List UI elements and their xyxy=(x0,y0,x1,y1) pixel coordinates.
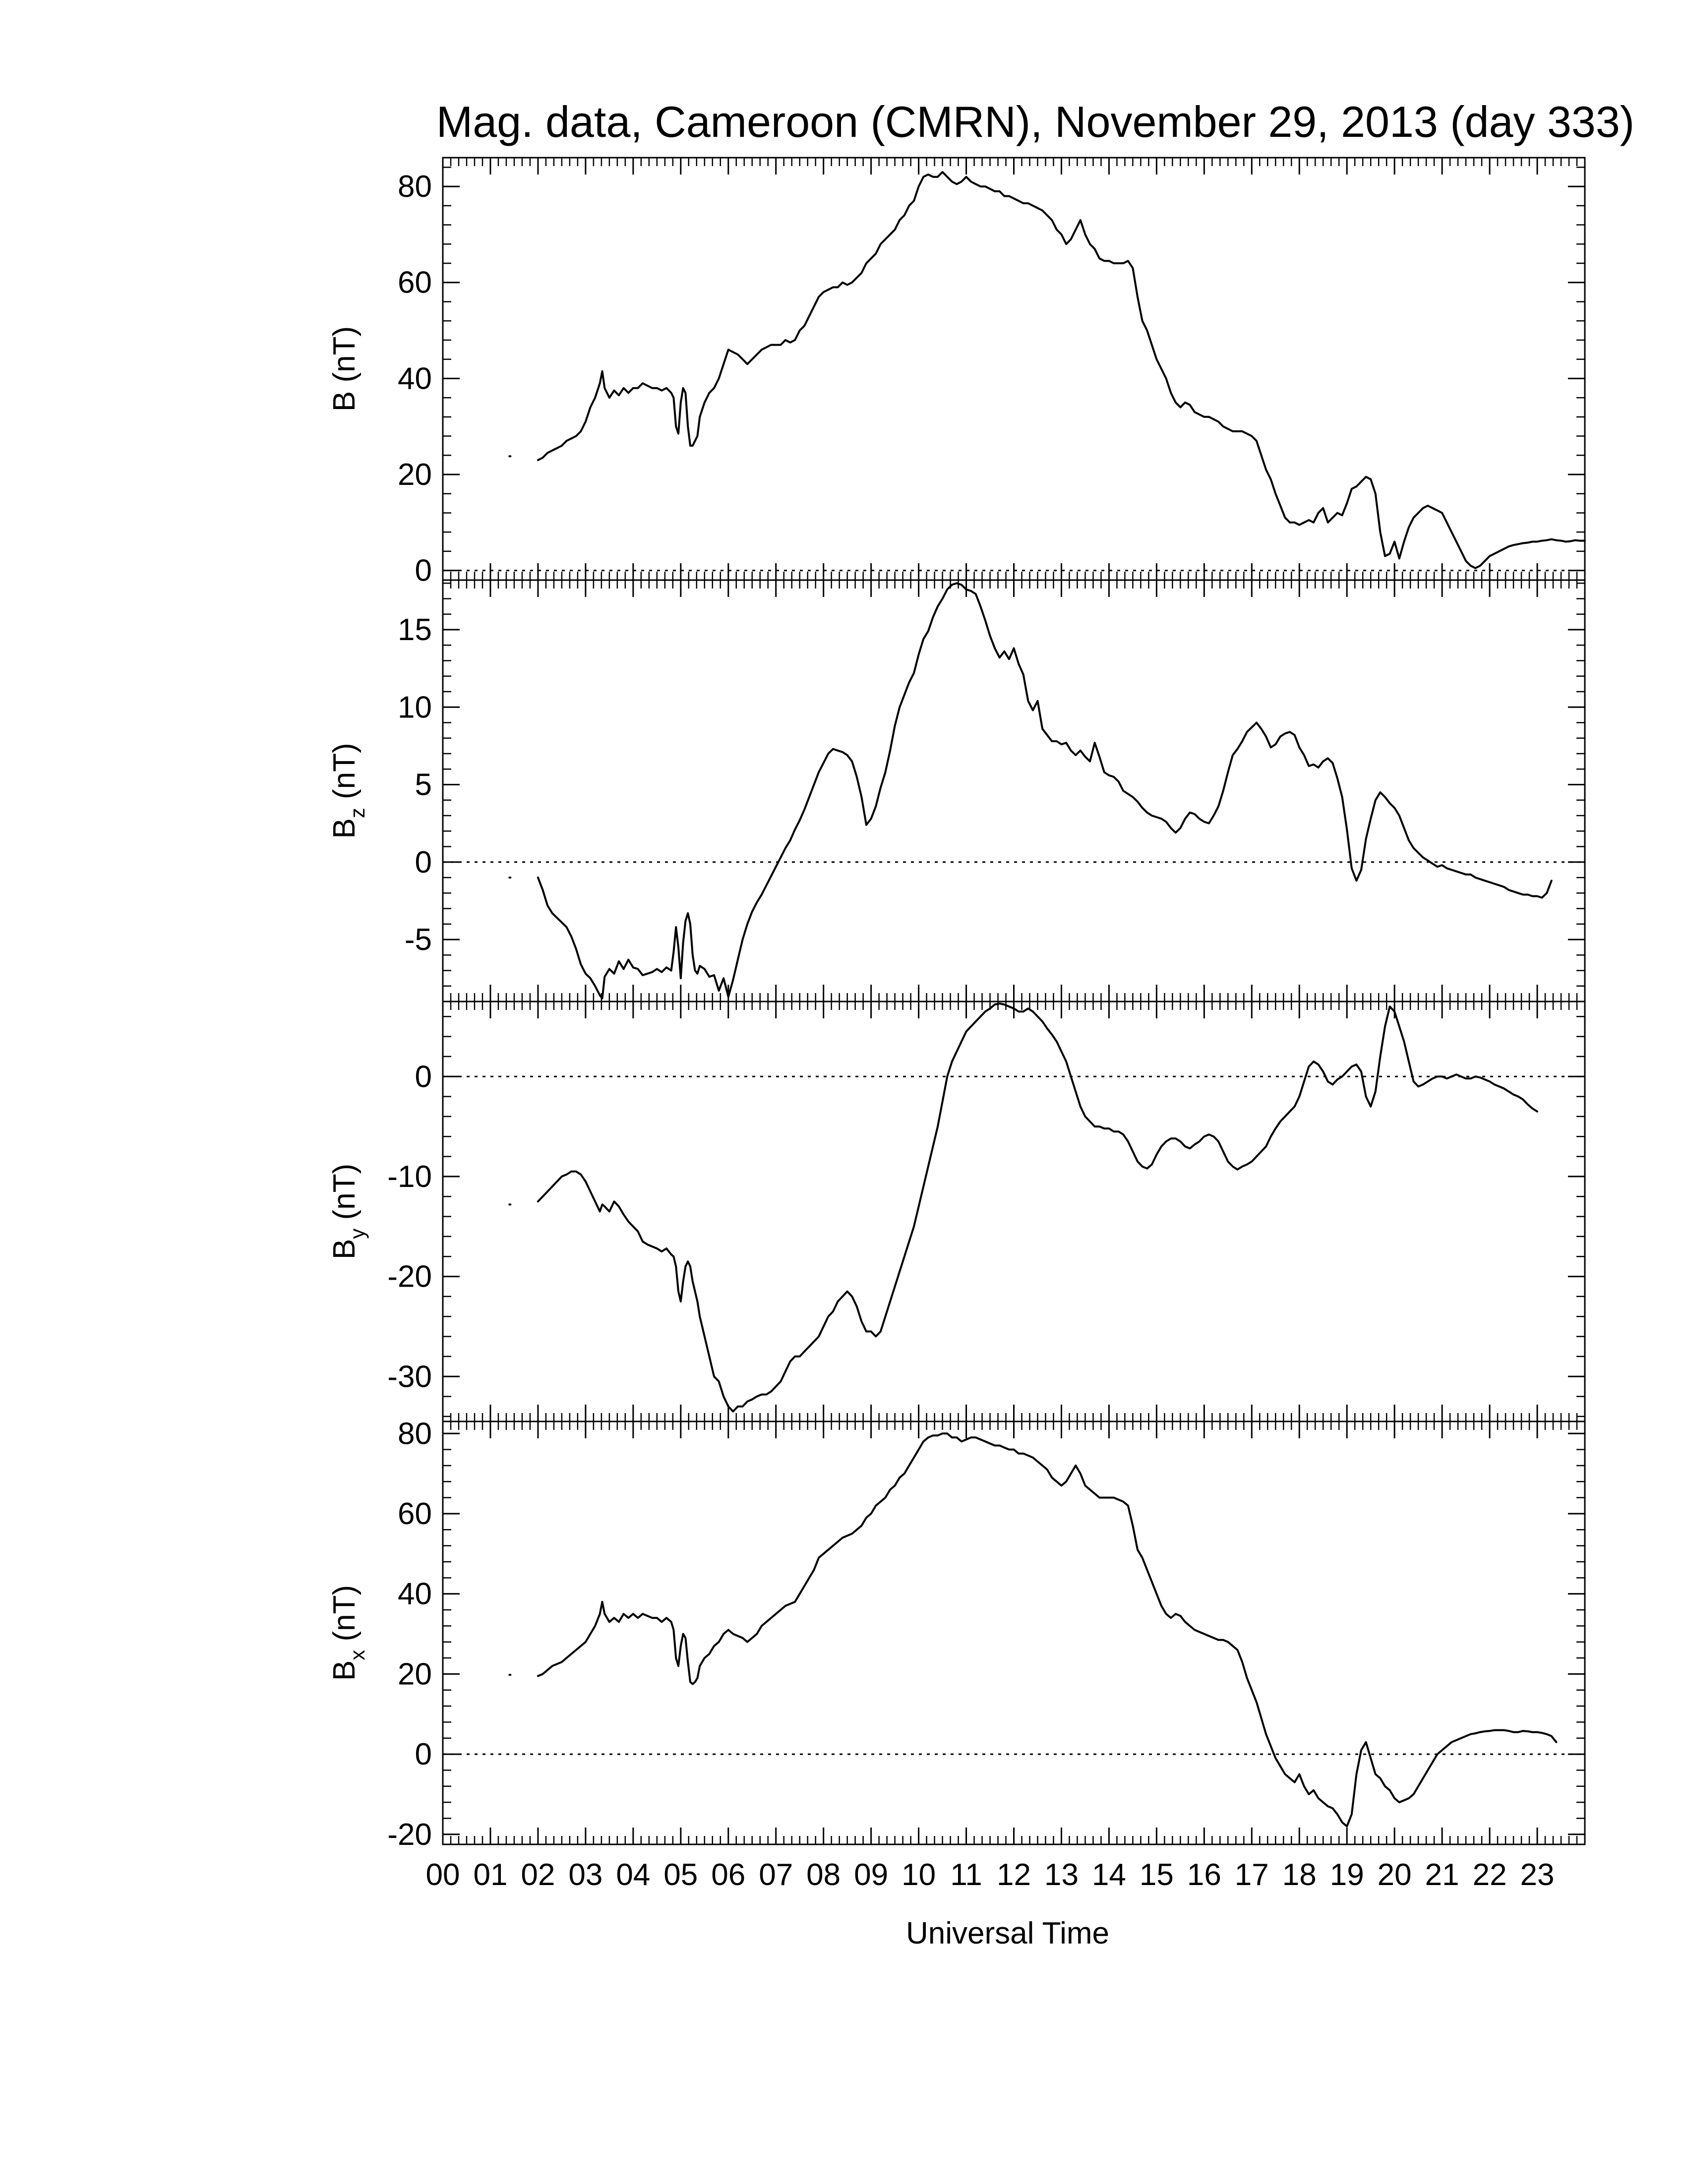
x-tick-label: 02 xyxy=(521,1858,555,1892)
x-tick-label: 07 xyxy=(759,1858,793,1892)
x-tick-label: 14 xyxy=(1092,1858,1126,1892)
x-tick-label: 06 xyxy=(711,1858,745,1892)
y-tick-label: 40 xyxy=(398,361,432,396)
y-axis-title: Bx (nT) xyxy=(327,1585,369,1681)
y-axis-title: By (nT) xyxy=(327,1164,369,1259)
panel-bz: -5 0 5 10 15 Bz (nT) xyxy=(327,579,1586,1003)
y-tick-label: -20 xyxy=(387,1818,432,1852)
y-tick-label: 0 xyxy=(415,1737,432,1771)
x-tick-label: 04 xyxy=(616,1858,650,1892)
y-tick-label: 40 xyxy=(398,1577,432,1611)
panel-frame xyxy=(442,1001,1586,1422)
panel-bx: -20 0 20 40 60 80 Bx (nT) xyxy=(327,1417,1586,1852)
x-tick-label: 23 xyxy=(1520,1858,1555,1892)
x-tick-label: 13 xyxy=(1044,1858,1079,1892)
x-tick-label: 11 xyxy=(950,1858,982,1892)
series-line-b-1 xyxy=(537,171,1586,569)
panel-b: 0 20 40 60 80 B (nT) xyxy=(327,157,1586,588)
chart-title: Mag. data, Cameroon (CMRN), November 29,… xyxy=(436,97,1634,146)
y-tick-label: 80 xyxy=(398,1417,432,1451)
panel-frame xyxy=(442,579,1586,1003)
y-tick-label: -10 xyxy=(387,1160,432,1194)
y-tick-label: 20 xyxy=(398,458,432,492)
x-tick-label: 05 xyxy=(663,1858,698,1892)
y-axis-title: B (nT) xyxy=(327,326,361,412)
x-tick-label: 15 xyxy=(1140,1858,1174,1892)
x-axis-title: Universal Time xyxy=(906,1916,1109,1950)
x-tick-label: 22 xyxy=(1473,1858,1507,1892)
y-tick-label: -20 xyxy=(387,1260,432,1294)
x-tick-label: 17 xyxy=(1235,1858,1269,1892)
x-tick-label: 01 xyxy=(473,1858,507,1892)
x-tick-label: 12 xyxy=(997,1858,1031,1892)
y-tick-label: 60 xyxy=(398,266,432,300)
series-line-bx-1 xyxy=(537,1432,1558,1828)
panel-by: -30 -20 -10 0 By (nT) xyxy=(327,1001,1586,1422)
x-tick-label: 20 xyxy=(1378,1858,1412,1892)
y-tick-label: -5 xyxy=(405,923,432,957)
x-tick-label: 03 xyxy=(568,1858,602,1892)
x-tick-label: 16 xyxy=(1187,1858,1221,1892)
x-tick-label: 09 xyxy=(854,1858,888,1892)
y-tick-label: 5 xyxy=(415,768,432,802)
panel-frame xyxy=(442,1420,1586,1845)
y-tick-label: 0 xyxy=(415,845,432,880)
y-tick-label: 0 xyxy=(415,554,432,588)
y-tick-label: 60 xyxy=(398,1497,432,1531)
x-tick-label: 00 xyxy=(426,1858,460,1892)
y-tick-label: 80 xyxy=(398,170,432,204)
y-tick-label: 15 xyxy=(398,613,432,647)
x-tick-label: 19 xyxy=(1330,1858,1364,1892)
y-tick-label: 0 xyxy=(415,1060,432,1094)
y-tick-label: -30 xyxy=(387,1359,432,1394)
x-tick-label: 18 xyxy=(1282,1858,1317,1892)
series-line-by-1 xyxy=(537,1003,1538,1413)
x-tick-label: 10 xyxy=(902,1858,936,1892)
x-tick-label: 08 xyxy=(806,1858,841,1892)
x-tick-label: 21 xyxy=(1425,1858,1459,1892)
y-tick-label: 20 xyxy=(398,1657,432,1691)
y-tick-label: 10 xyxy=(398,690,432,724)
series-line-bz-1 xyxy=(537,582,1553,1000)
y-axis-title: Bz (nT) xyxy=(327,743,369,838)
